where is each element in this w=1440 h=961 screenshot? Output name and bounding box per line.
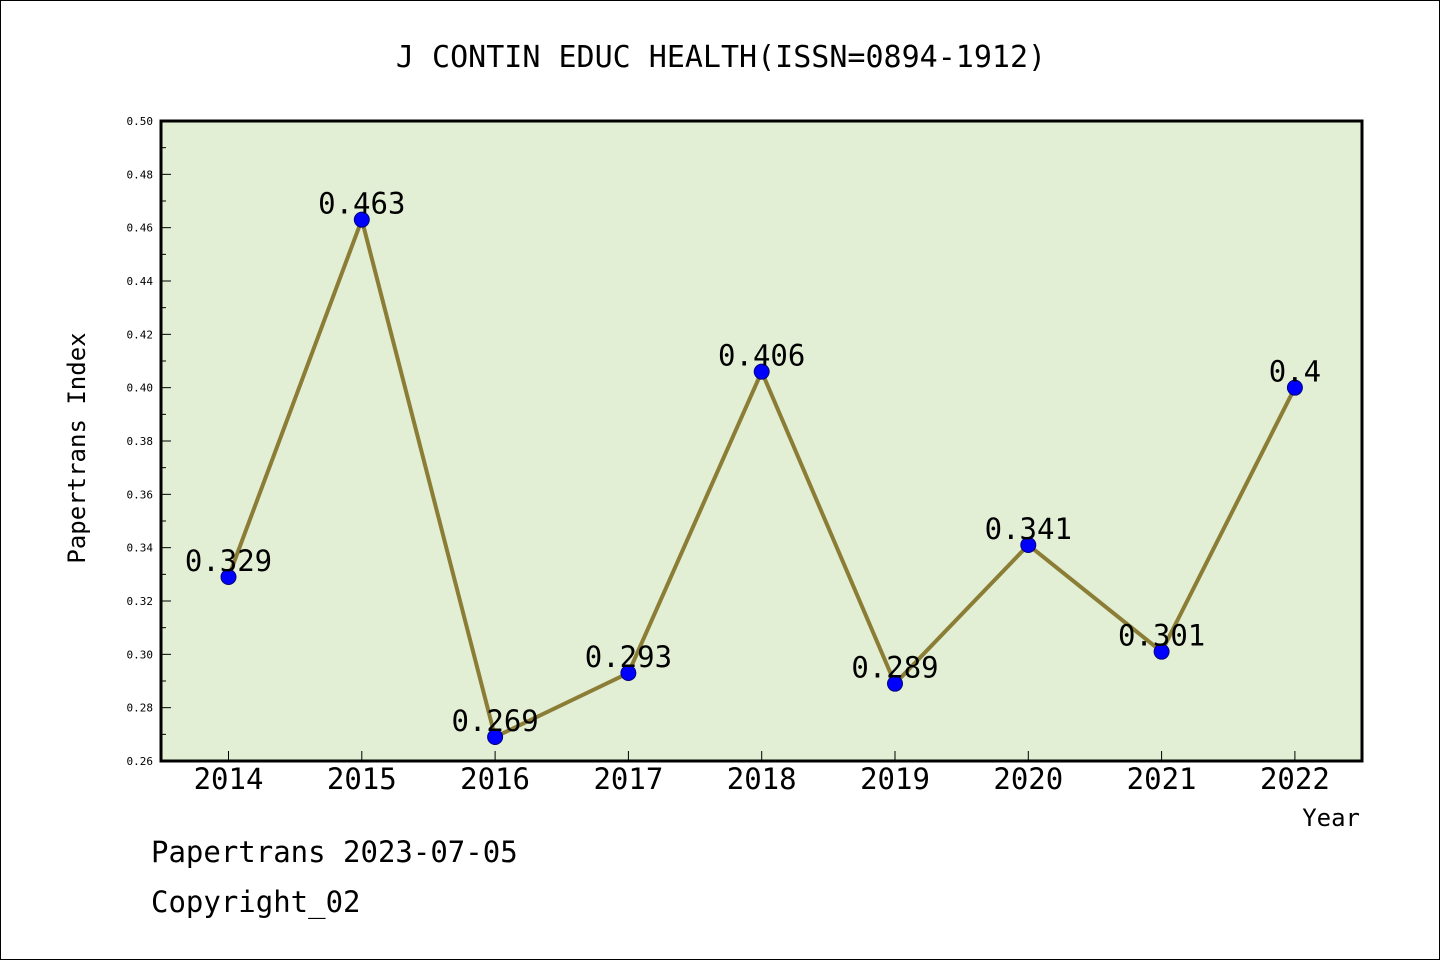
chart-title: J CONTIN EDUC HEALTH(ISSN=0894-1912): [396, 40, 1046, 75]
y-tick-label: 0.34: [127, 542, 154, 555]
x-axis-label: Year: [1302, 804, 1360, 832]
y-axis-label: Papertrans Index: [63, 332, 91, 563]
x-tick-label: 2014: [194, 762, 264, 796]
data-point-label: 0.329: [185, 544, 272, 578]
footer-copyright: Copyright_02: [151, 885, 361, 919]
x-tick-label: 2017: [593, 762, 663, 796]
x-tick-label: 2022: [1260, 762, 1330, 796]
x-tick-label: 2021: [1127, 762, 1197, 796]
y-tick-label: 0.40: [127, 382, 154, 395]
x-tick-label: 2015: [327, 762, 397, 796]
y-tick-label: 0.42: [127, 328, 154, 341]
data-point-marker: [487, 729, 504, 745]
data-point-marker: [620, 665, 637, 681]
data-point-label: 0.289: [851, 651, 938, 685]
y-tick-label: 0.44: [127, 275, 154, 288]
y-tick-label: 0.26: [127, 755, 154, 768]
y-tick-label: 0.46: [127, 222, 154, 235]
data-point-marker: [1286, 379, 1303, 396]
data-point-label: 0.269: [451, 704, 538, 738]
x-axis: 2014 2015 2016 2017 2018 2019 2020 2021 2022: [194, 751, 1330, 796]
x-tick-label: 2020: [993, 762, 1063, 796]
data-point-marker: [887, 675, 903, 692]
data-point-marker: [220, 569, 237, 585]
y-tick-label: 0.38: [127, 435, 154, 448]
y-tick-label: 0.28: [127, 702, 154, 715]
footer-date-line: Papertrans 2023-07-05: [151, 835, 518, 869]
y-axis: 0.26 0.28 0.30 0.32 0.34 0.36 0.38 0.40 0.42 0.44…: [127, 115, 171, 768]
data-point-marker: [753, 363, 770, 380]
data-point-label: 0.341: [985, 512, 1072, 546]
data-point-label: 0.293: [585, 640, 672, 674]
data-point-label: 0.4: [1269, 355, 1321, 389]
x-tick-label: 2019: [860, 762, 930, 796]
y-tick-label: 0.36: [127, 488, 154, 501]
data-point-label: 0.463: [318, 187, 405, 221]
x-tick-label: 2016: [460, 762, 530, 796]
y-tick-label: 0.32: [127, 595, 154, 608]
y-tick-label: 0.30: [127, 648, 154, 661]
data-point-marker: [1153, 643, 1170, 660]
data-point-marker: [353, 211, 370, 228]
y-tick-label: 0.50: [127, 115, 154, 128]
data-point-label: 0.406: [718, 339, 805, 373]
data-point-marker: [1020, 537, 1037, 553]
y-tick-label: 0.48: [127, 168, 154, 181]
series-line-group: 0.329 0.463 0.269 0.293 0.406 0.289 0.341 0.301…: [185, 187, 1321, 745]
x-tick-label: 2018: [727, 762, 797, 796]
data-point-label: 0.301: [1118, 619, 1205, 653]
